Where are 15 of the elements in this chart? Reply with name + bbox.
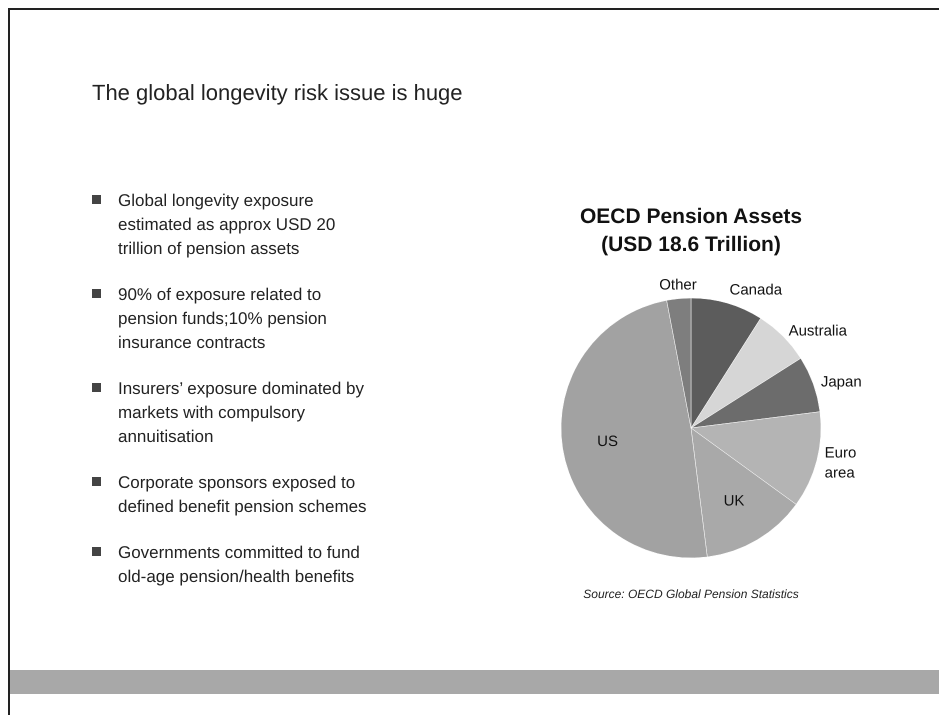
source-note: Source: OECD Global Pension Statistics [583, 587, 799, 601]
slice-label: Euro area [824, 444, 856, 482]
slice-label: Australia [788, 322, 848, 340]
text: Insurers’ exposure dominated by markets with compulsory annuitisation [118, 379, 364, 446]
slice-label: UK [724, 492, 744, 510]
chart-subtitle: OECD Pension Assets (USD 18.6 Trillion) [580, 205, 802, 256]
slice-label: Other [659, 276, 697, 294]
text: 90% of exposure related to pension funds;10% pension insurance contracts [118, 285, 327, 352]
slice-label: US [597, 433, 618, 450]
text: Global longevity exposure estimated as approx USD 20 trillion of pension assets [118, 191, 336, 258]
text: The global longevity risk issue is huge [92, 80, 463, 105]
text: Corporate sponsors exposed to defined benefit pension schemes [118, 473, 367, 516]
text: Governments committed to fund old-age pension/health benefits [118, 543, 360, 586]
slice-label: Japan [820, 373, 862, 390]
slice-label: Canada [730, 281, 783, 298]
